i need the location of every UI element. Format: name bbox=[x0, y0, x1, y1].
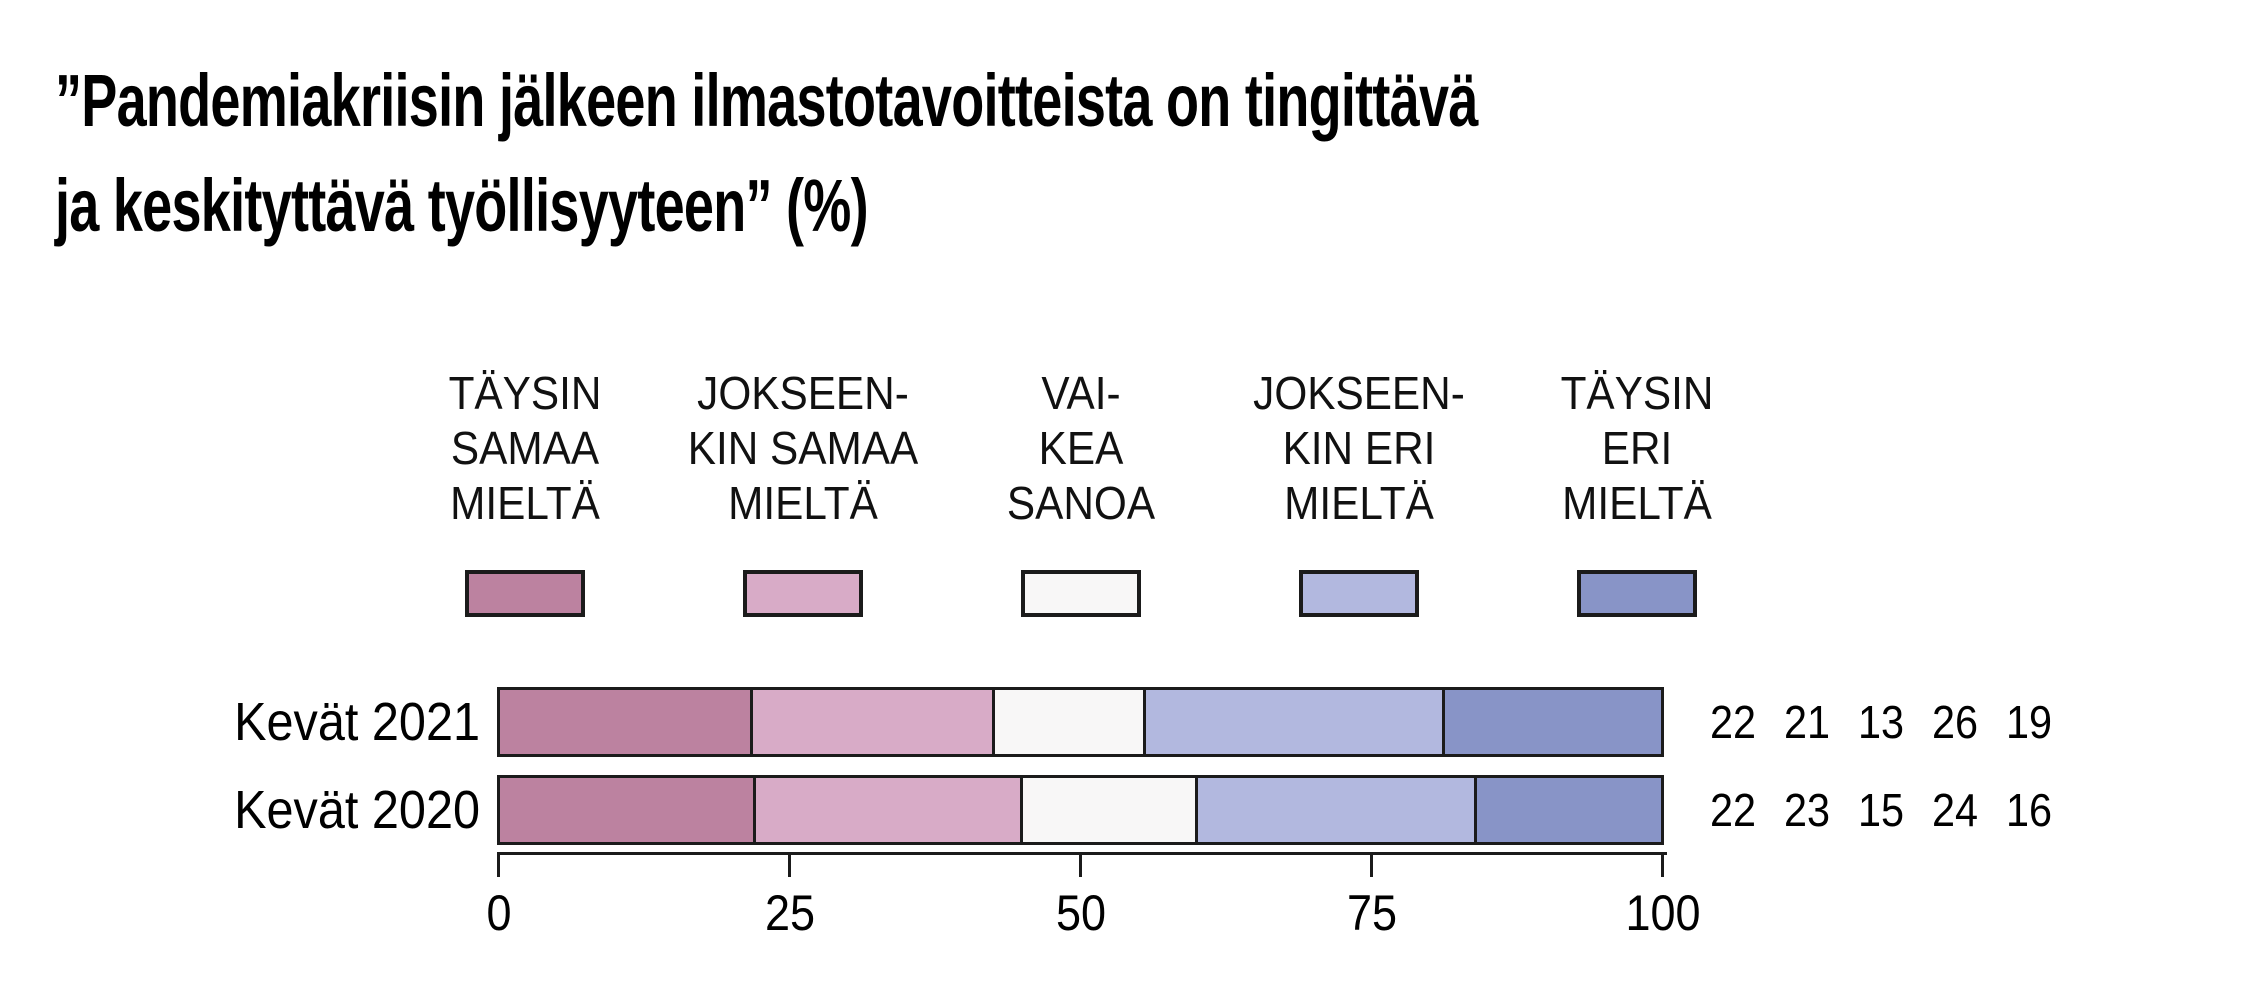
stacked-bar bbox=[497, 775, 1664, 845]
legend-label-line: MIELTÄ bbox=[450, 477, 600, 529]
legend-label-line: KEA bbox=[1038, 422, 1124, 474]
x-axis-tick-label: 25 bbox=[764, 885, 815, 941]
legend-label-line: JOKSEEN- bbox=[697, 367, 909, 419]
chart-title-line-1: ”Pandemiakriisin jälkeen ilmastotavoitte… bbox=[55, 59, 1478, 142]
bar-segment bbox=[500, 690, 751, 754]
bar-segment bbox=[1441, 690, 1662, 754]
bar-segment bbox=[500, 778, 753, 842]
value-label: 13 bbox=[1857, 696, 1905, 748]
x-axis-tick-label: 100 bbox=[1624, 885, 1701, 941]
legend-label-line: MIELTÄ bbox=[1562, 477, 1712, 529]
legend-label-line: KIN ERI bbox=[1282, 422, 1436, 474]
stacked-bar bbox=[497, 687, 1664, 757]
bar-segment bbox=[1474, 778, 1661, 842]
value-labels-row: 22 21 13 26 19 bbox=[1696, 687, 2066, 757]
x-axis-tick bbox=[497, 852, 500, 877]
value-label: 19 bbox=[2005, 696, 2053, 748]
value-label: 16 bbox=[2005, 784, 2053, 836]
legend-swatch bbox=[1299, 570, 1419, 617]
legend-label-line: VAI- bbox=[1041, 367, 1121, 419]
legend-label-line: MIELTÄ bbox=[1284, 477, 1434, 529]
x-axis-tick-label: 0 bbox=[485, 885, 512, 941]
x-axis-tick bbox=[788, 852, 791, 877]
value-label: 15 bbox=[1857, 784, 1905, 836]
value-label: 24 bbox=[1931, 784, 1979, 836]
legend-item-label: TÄYSIN ERI MIELTÄ bbox=[1499, 366, 1775, 531]
value-label: 21 bbox=[1783, 696, 1831, 748]
legend-swatch bbox=[1577, 570, 1697, 617]
x-axis-tick bbox=[1661, 852, 1664, 877]
value-label: 22 bbox=[1709, 784, 1757, 836]
bar-segment bbox=[992, 690, 1144, 754]
x-axis-tick bbox=[1079, 852, 1082, 877]
legend-label-line: MIELTÄ bbox=[728, 477, 878, 529]
row-label: Kevät 2021 bbox=[234, 692, 480, 752]
bar-segment bbox=[1195, 778, 1475, 842]
legend-swatch bbox=[743, 570, 863, 617]
chart-title: ”Pandemiakriisin jälkeen ilmastotavoitte… bbox=[55, 48, 1478, 258]
legend-label-line: TÄYSIN bbox=[448, 367, 602, 419]
legend-label-line: SANOA bbox=[1006, 477, 1156, 529]
x-axis-tick-label: 75 bbox=[1346, 885, 1397, 941]
row-label: Kevät 2020 bbox=[234, 780, 480, 840]
x-axis-line bbox=[497, 852, 1667, 855]
legend-item-label: JOKSEEN- KIN SAMAA MIELTÄ bbox=[665, 366, 941, 531]
bar-segment bbox=[1020, 778, 1196, 842]
legend-item-label: JOKSEEN- KIN ERI MIELTÄ bbox=[1221, 366, 1497, 531]
chart-title-line-2: ja keskityttävä työllisyyteen” (%) bbox=[55, 164, 869, 247]
value-label: 23 bbox=[1783, 784, 1831, 836]
bar-segment bbox=[750, 690, 993, 754]
legend-label-line: TÄYSIN bbox=[1560, 367, 1714, 419]
legend-label-line: JOKSEEN- bbox=[1253, 367, 1465, 419]
legend-label-line: SAMAA bbox=[450, 422, 600, 474]
bar-segment bbox=[1143, 690, 1442, 754]
legend-item-label: TÄYSIN SAMAA MIELTÄ bbox=[387, 366, 663, 531]
value-label: 26 bbox=[1931, 696, 1979, 748]
x-axis-tick-label: 50 bbox=[1055, 885, 1106, 941]
bar-segment bbox=[752, 778, 1021, 842]
x-axis-tick bbox=[1370, 852, 1373, 877]
value-labels-row: 22 23 15 24 16 bbox=[1696, 775, 2066, 845]
legend-swatch bbox=[1021, 570, 1141, 617]
value-label: 22 bbox=[1709, 696, 1757, 748]
legend-label-line: ERI bbox=[1601, 422, 1673, 474]
legend-label-line: KIN SAMAA bbox=[687, 422, 919, 474]
legend-swatch bbox=[465, 570, 585, 617]
legend-item-label: VAI- KEA SANOA bbox=[943, 366, 1219, 531]
